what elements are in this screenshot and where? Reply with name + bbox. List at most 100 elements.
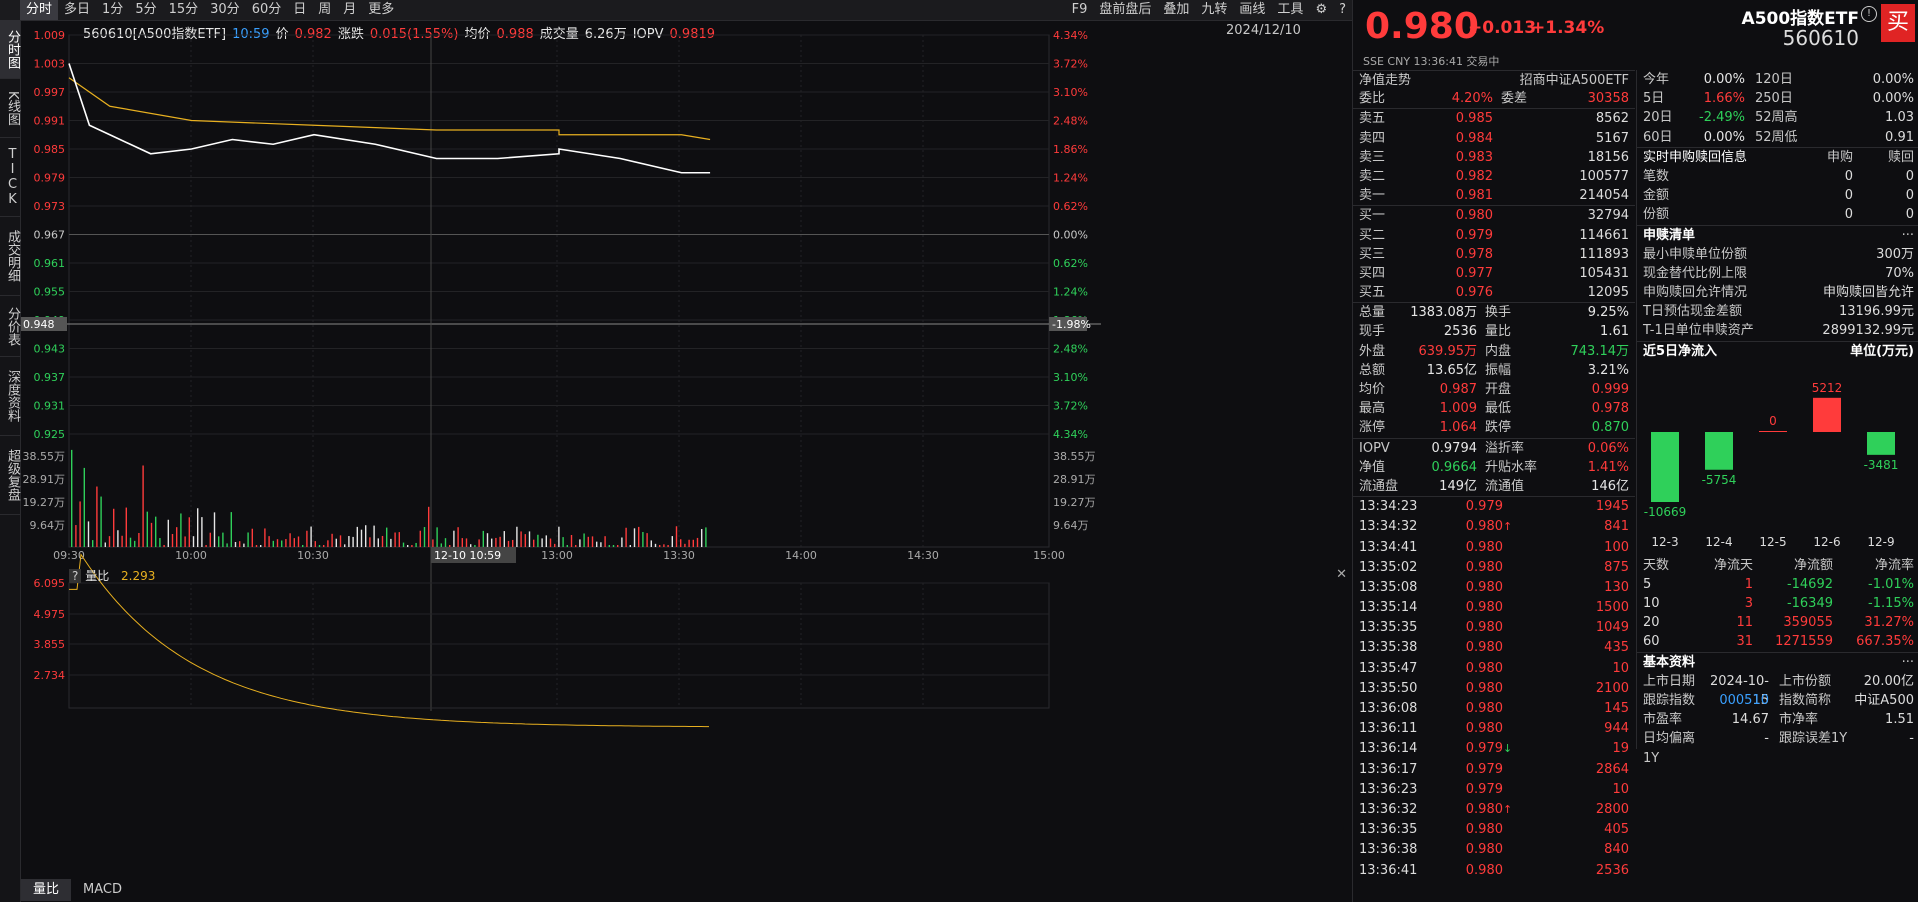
tick-row: 13:35:08 0.980 130 xyxy=(1353,578,1635,598)
volume-bar xyxy=(356,526,358,547)
perf-label: 今年 xyxy=(1643,72,1670,87)
netflow-bar xyxy=(1867,431,1895,455)
subscribe-header: 实时申购赎回信息 申购 赎回 xyxy=(1637,148,1918,167)
help-icon[interactable]: ? xyxy=(1339,2,1346,17)
vtab-price-table[interactable]: 分价表 xyxy=(0,296,20,357)
volume-bar xyxy=(205,545,207,547)
vtab-super-review[interactable]: 超级复盘 xyxy=(0,436,20,515)
vtab-trade-detail[interactable]: 成交明细 xyxy=(0,217,20,296)
subscribe-list-header: 申赎清单 ··· xyxy=(1637,226,1918,245)
tab-60min[interactable]: 60分 xyxy=(251,2,282,17)
volume-bar xyxy=(407,545,409,547)
subscribe-list-value: 申购赎回皆允许 xyxy=(1822,285,1914,301)
settings-icon[interactable]: ⚙ xyxy=(1315,2,1328,17)
order-book-column: 净值走势 招商中证A500ETF 委比 4.20% 委差 30358 卖五 0.985 85… xyxy=(1353,70,1635,881)
perf-label: 60日 xyxy=(1643,129,1673,145)
vtab-kline-chart[interactable]: K线图 xyxy=(0,79,20,138)
tab-volume-ratio[interactable]: 量比 xyxy=(21,879,72,901)
volume-bar xyxy=(209,532,211,547)
ask-price: 0.983 xyxy=(1455,149,1493,165)
perf-label: 20日 xyxy=(1643,110,1673,126)
basic-title: 基本资料 xyxy=(1643,654,1696,670)
intraday-chart-area[interactable]: 560610[A500指数ETF]10:59价0.982涨跌0.015(1.55… xyxy=(21,21,1359,901)
volume-bar xyxy=(75,525,77,547)
volume-bar xyxy=(134,540,136,547)
price-tick-label: 0.961 xyxy=(34,257,66,270)
tick-price: 0.980 xyxy=(1465,660,1503,676)
volume-bar xyxy=(537,534,539,547)
overlay-button[interactable]: 叠加 xyxy=(1163,2,1190,17)
pct-tick-label: 0.62% xyxy=(1053,200,1088,213)
netflow-amount: 1271559 xyxy=(1775,634,1833,650)
volume-bar xyxy=(558,526,560,547)
basic-row: 上市日期 2024-10-15 上市份额 20.00亿 xyxy=(1637,672,1918,708)
indicator-tick-label: 6.095 xyxy=(34,577,66,590)
nav-row[interactable]: 净值走势 招商中证A500ETF xyxy=(1353,70,1635,89)
tab-intraday[interactable]: 分时 xyxy=(20,0,59,20)
volume-bar xyxy=(121,535,123,547)
indicator-frame xyxy=(68,582,1050,709)
tab-15min[interactable]: 15分 xyxy=(168,2,199,17)
volume-bar xyxy=(486,533,489,547)
volume-bar xyxy=(79,501,81,547)
volume-bar xyxy=(541,538,543,547)
buy-button[interactable]: 买 xyxy=(1881,4,1915,42)
indicator-help-icon[interactable]: ? xyxy=(69,569,82,583)
tab-macd[interactable]: MACD xyxy=(83,882,122,897)
tick-price: 0.980 xyxy=(1465,600,1503,616)
vtab-intraday-chart[interactable]: 分时图 xyxy=(0,20,20,79)
volume-bar xyxy=(612,545,615,547)
volume-bar xyxy=(415,542,417,547)
draw-line-button[interactable]: 画线 xyxy=(1239,2,1266,17)
volume-bar xyxy=(432,539,434,547)
tab-5min[interactable]: 5分 xyxy=(135,2,157,17)
tab-month[interactable]: 月 xyxy=(343,2,357,17)
volume-bar xyxy=(285,539,287,547)
tools-button[interactable]: 工具 xyxy=(1277,2,1304,17)
tab-more[interactable]: 更多 xyxy=(368,2,395,17)
tick-row: 13:34:32 0.980 ↑ 841 xyxy=(1353,517,1635,537)
chart-svg[interactable]: 1.009 4.34% 1.003 3.72% 0.997 3.10% 0.991 2.48%… xyxy=(21,21,1351,881)
perf-label: 250日 xyxy=(1755,91,1793,107)
tick-row: 13:36:14 0.979 ↓ 19 xyxy=(1353,739,1635,759)
tick-price: 0.980 xyxy=(1465,721,1503,737)
subscription-list: 申赎清单 ··· 最小申赎单位份额 300万 现金替代比例上限 70% 申购赎回允许情况 申购… xyxy=(1637,224,1918,341)
tick-time: 13:36:41 xyxy=(1359,862,1418,878)
volume-tick-label: 9.64万 xyxy=(30,519,66,532)
tab-day[interactable]: 日 xyxy=(293,2,307,17)
volume-bar xyxy=(142,465,144,547)
tick-row: 13:36:17 0.979 2864 xyxy=(1353,760,1635,780)
f9-button[interactable]: F9 xyxy=(1071,2,1088,17)
ask-price: 0.984 xyxy=(1455,130,1493,146)
tab-week[interactable]: 周 xyxy=(318,2,332,17)
pre-post-market-button[interactable]: 盘前盘后 xyxy=(1099,2,1152,17)
top-toolbar: 分时 多日 1分 5分 15分 30分 60分日周月更多 F9 盘前盘后 叠加 九转 画线 工具 ⚙? xyxy=(0,0,1352,21)
subscribe-row: 金额 0 0 xyxy=(1637,186,1918,205)
tab-30min[interactable]: 30分 xyxy=(210,2,240,17)
pct-tick-label: 2.48% xyxy=(1053,115,1088,128)
tick-price: 0.980 xyxy=(1465,801,1503,817)
netflow-count: 11 xyxy=(1736,615,1753,631)
vtab-depth-data[interactable]: 深度资料 xyxy=(0,357,20,436)
time-tick-label: 13:30 xyxy=(663,549,695,562)
tick-arrow xyxy=(1503,840,1517,860)
volume-bar xyxy=(71,449,73,547)
perf-row: 今年 0.00% 120日 0.00% xyxy=(1637,70,1918,89)
more-icon: ··· xyxy=(1901,654,1914,670)
etf-stat-value: 0.06% xyxy=(1587,440,1629,456)
volume-bar xyxy=(516,526,518,547)
info-icon[interactable]: ! xyxy=(1861,6,1877,22)
vtab-tick[interactable]: TICK xyxy=(0,138,20,217)
left-view-tabs: 分时图 K线图 TICK 成交明细 分价表 深度资料 超级复盘 xyxy=(0,20,21,902)
close-indicator-icon[interactable]: ✕ xyxy=(1336,567,1347,582)
bid-volume: 105431 xyxy=(1579,265,1629,281)
tab-multi-day[interactable]: 多日 xyxy=(64,2,91,17)
tab-1min[interactable]: 1分 xyxy=(102,2,124,17)
subscribe-list-row: T日预估现金差额 13196.99元 xyxy=(1637,302,1918,321)
basic-label: 市盈率 xyxy=(1643,712,1683,728)
volume-bar xyxy=(339,535,342,547)
avg-price-line xyxy=(68,77,711,141)
nine-turn-button[interactable]: 九转 xyxy=(1201,2,1228,17)
bid-label: 买五 xyxy=(1359,285,1386,301)
netflow-value-label: 0 xyxy=(1769,414,1777,428)
